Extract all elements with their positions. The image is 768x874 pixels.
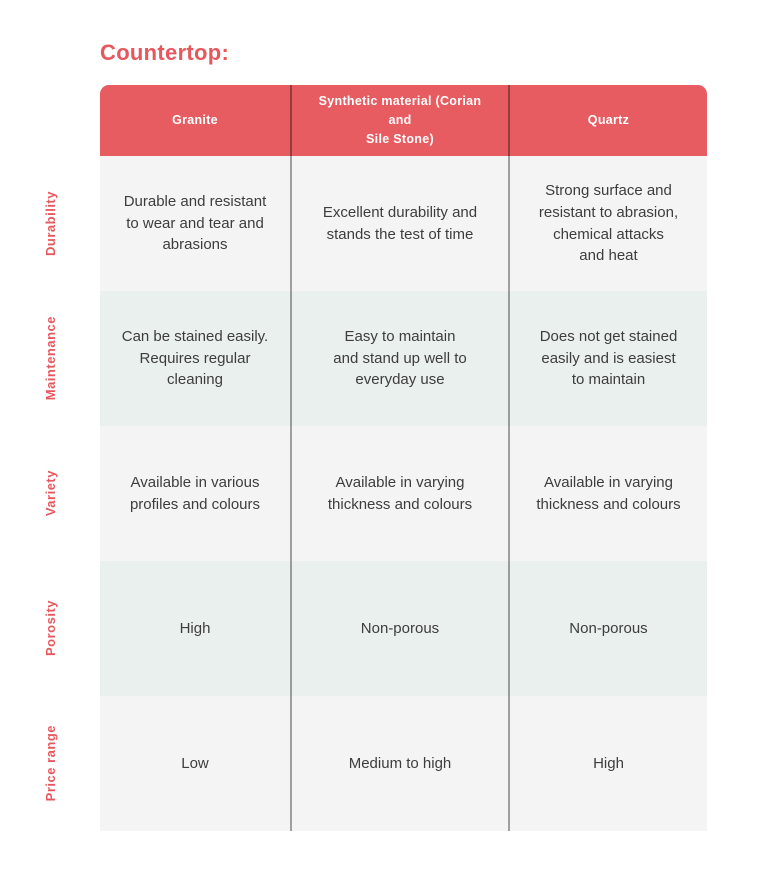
cell-porosity-quartz: Non-porous [508, 561, 707, 696]
table-header-row: Granite Synthetic material (Corian and S… [0, 85, 707, 156]
cell-maintenance-quartz: Does not get stained easily and is easie… [508, 291, 707, 426]
table-row-variety: Variety Available in various profiles an… [0, 426, 707, 561]
column-header-synthetic-material: Synthetic material (Corian and Sile Ston… [290, 85, 508, 156]
cell-durability-granite: Durable and resistant to wear and tear a… [100, 156, 290, 291]
countertop-comparison-table: Granite Synthetic material (Corian and S… [0, 85, 707, 831]
cell-price-quartz: High [508, 696, 707, 831]
cell-variety-synthetic: Available in varying thickness and colou… [290, 426, 508, 561]
cell-maintenance-granite: Can be stained easily. Requires regular … [100, 291, 290, 426]
column-header-granite: Granite [100, 85, 290, 156]
row-label-price-range: Price range [42, 725, 58, 802]
cell-porosity-granite: High [100, 561, 290, 696]
cell-variety-quartz: Available in varying thickness and colou… [508, 426, 707, 561]
table-row-durability: Durability Durable and resistant to wear… [0, 156, 707, 291]
cell-variety-granite: Available in various profiles and colour… [100, 426, 290, 561]
row-label-porosity: Porosity [42, 600, 58, 657]
page-title: Countertop: [100, 40, 230, 65]
cell-price-granite: Low [100, 696, 290, 831]
cell-durability-quartz: Strong surface and resistant to abrasion… [508, 156, 707, 291]
column-header-quartz: Quartz [508, 85, 707, 156]
table-row-price-range: Price range Low Medium to high High [0, 696, 707, 831]
header-gutter [0, 85, 100, 156]
row-label-maintenance: Maintenance [42, 316, 58, 401]
cell-durability-synthetic: Excellent durability and stands the test… [290, 156, 508, 291]
cell-maintenance-synthetic: Easy to maintain and stand up well to ev… [290, 291, 508, 426]
cell-porosity-synthetic: Non-porous [290, 561, 508, 696]
table-row-maintenance: Maintenance Can be stained easily. Requi… [0, 291, 707, 426]
row-label-durability: Durability [42, 191, 58, 256]
row-label-variety: Variety [42, 470, 58, 517]
cell-price-synthetic: Medium to high [290, 696, 508, 831]
table-row-porosity: Porosity High Non-porous Non-porous [0, 561, 707, 696]
